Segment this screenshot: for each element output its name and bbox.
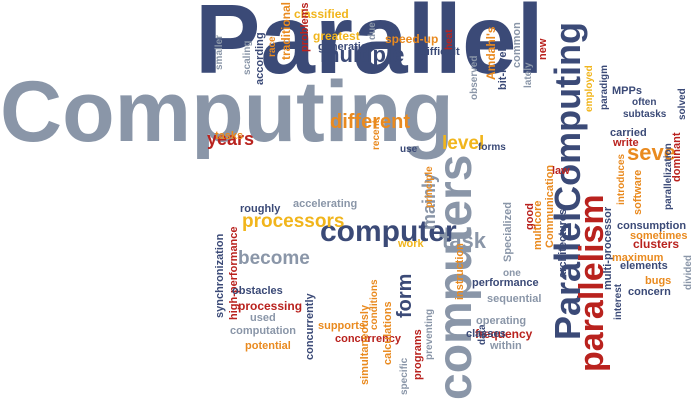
cloud-word: common	[511, 22, 523, 68]
cloud-word: problems	[299, 2, 311, 52]
cloud-word: generation	[318, 41, 375, 53]
cloud-word: speed-up	[385, 32, 439, 46]
cloud-word: preventing	[424, 308, 435, 360]
cloud-word: difficult	[420, 46, 460, 58]
cloud-word: potential	[245, 340, 291, 352]
cloud-word: synchronization	[214, 233, 226, 318]
cloud-word: computer	[320, 215, 457, 248]
cloud-word: maximum	[612, 252, 664, 264]
cloud-word: Communication	[544, 164, 556, 248]
cloud-word: years	[207, 129, 255, 149]
cloud-word: divided	[683, 254, 694, 290]
cloud-word: paradigm	[599, 64, 610, 110]
cloud-word: multicore	[532, 200, 544, 250]
cloud-word: dominant	[671, 132, 683, 183]
cloud-word: new	[537, 38, 549, 60]
cloud-word: write	[613, 137, 639, 149]
cloud-word: processing	[238, 299, 303, 313]
cloud-word: specific	[399, 357, 410, 395]
cloud-word: instruction	[454, 243, 466, 300]
cloud-word: bit-level	[497, 48, 509, 90]
cloud-word: solved	[677, 88, 688, 120]
cloud-word: often	[632, 97, 657, 108]
cloud-word: performance	[472, 277, 539, 289]
cloud-word: concurrency	[335, 333, 402, 345]
cloud-word: conditions	[369, 279, 380, 330]
cloud-word: processors	[242, 211, 345, 232]
cloud-word: MPPs	[612, 85, 642, 97]
cloud-word: tasks	[215, 130, 244, 142]
cloud-word: classes	[466, 328, 506, 340]
cloud-word: Amdahl's	[484, 26, 498, 80]
cloud-word: work	[398, 238, 424, 250]
cloud-word: observed	[469, 55, 480, 100]
cloud-word: classified	[294, 7, 349, 21]
cloud-word: obstacles	[232, 285, 283, 297]
cloud-word: accelerating	[293, 198, 358, 210]
cloud-word: interest	[613, 283, 624, 320]
cloud-word: architectures	[557, 208, 569, 278]
cloud-word: seve	[627, 140, 676, 165]
cloud-word: one	[503, 268, 521, 279]
cloud-word: elements	[620, 260, 668, 272]
cloud-word: roughly	[240, 203, 281, 215]
cloud-word: subtasks	[623, 109, 667, 120]
cloud-word: within	[490, 340, 522, 352]
cloud-word: programs	[412, 329, 424, 380]
cloud-word: race	[267, 36, 278, 57]
cloud-word: sometimes	[630, 230, 688, 242]
cloud-word: carried	[610, 127, 647, 139]
cloud-word: sequential	[487, 293, 542, 305]
cloud-word: heat	[444, 29, 455, 50]
cloud-word: smaller	[214, 34, 225, 70]
cloud-word: supports	[318, 320, 366, 332]
cloud-word: task	[442, 228, 487, 253]
cloud-word: different	[330, 111, 410, 133]
cloud-word: used	[250, 312, 276, 324]
cloud-word: Parallel	[195, 0, 544, 94]
cloud-word: consumption	[617, 220, 687, 232]
cloud-word: calculations	[382, 301, 394, 365]
cloud-word: introduces	[616, 153, 627, 205]
cloud-word: scaling	[242, 40, 253, 75]
cloud-word: Specialized	[502, 202, 514, 262]
cloud-word: software	[632, 169, 644, 215]
cloud-word: law	[552, 165, 570, 177]
cloud-word: concurrently	[304, 293, 316, 360]
cloud-word: multiple	[320, 42, 405, 67]
cloud-word: multi-processor	[602, 206, 614, 290]
cloud-word: forms	[478, 142, 506, 153]
cloud-word: become	[238, 248, 310, 269]
cloud-word: lately	[523, 62, 534, 88]
cloud-word: according	[254, 32, 266, 85]
cloud-word: principle	[424, 166, 435, 208]
cloud-word: recent	[371, 119, 382, 150]
cloud-word: level	[442, 133, 485, 154]
cloud-word: traditional	[279, 1, 293, 60]
cloud-word: Computing	[0, 64, 454, 160]
cloud-word: due	[367, 22, 378, 40]
cloud-word: clusters	[633, 237, 680, 251]
cloud-word: frequency	[475, 327, 533, 341]
cloud-word: form	[394, 273, 416, 318]
cloud-word: computation	[230, 325, 296, 337]
cloud-word: operating	[476, 315, 527, 327]
cloud-word: employed	[584, 65, 595, 112]
cloud-word: greatest	[313, 29, 360, 43]
cloud-word: concern	[628, 286, 671, 298]
cloud-word: use	[400, 144, 418, 155]
cloud-word: bugs	[645, 275, 672, 287]
